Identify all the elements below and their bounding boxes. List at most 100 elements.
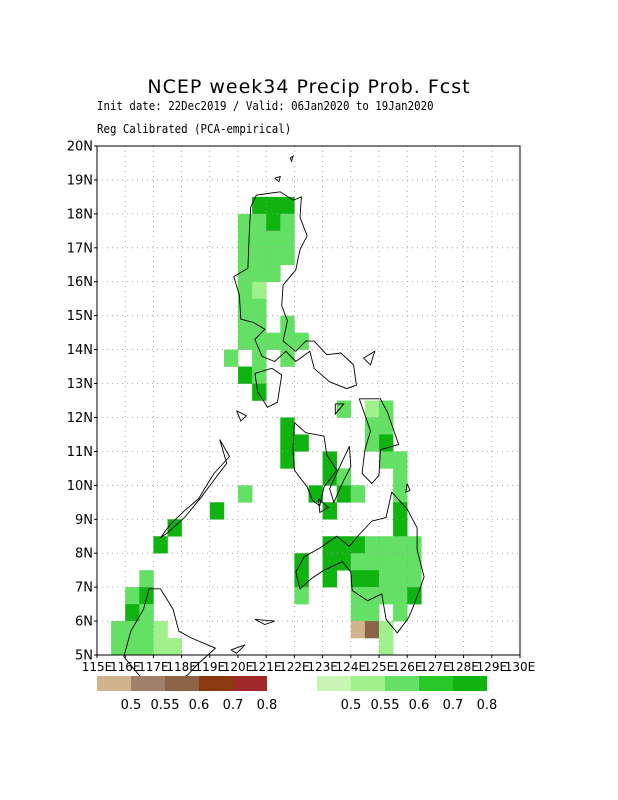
- lon-tick-label: 122E: [279, 660, 310, 674]
- coastline: [295, 491, 425, 634]
- prob-cell: [364, 553, 380, 571]
- prob-cell: [280, 315, 295, 333]
- prob-cell: [280, 196, 295, 215]
- prob-cell: [407, 553, 422, 571]
- dry-legend-label: 0.6: [189, 698, 210, 713]
- coastline: [329, 446, 352, 504]
- prob-cell: [393, 451, 408, 469]
- wet-legend-label: 0.8: [477, 698, 498, 713]
- coastline: [233, 191, 357, 390]
- prob-cell: [393, 468, 408, 486]
- lat-tick-label: 7N: [75, 581, 93, 596]
- prob-cell: [139, 621, 154, 639]
- legend-layer: 0.5 0.55 0.6 0.7 0.8 0.5 0.55 0.6 0.7 0.8: [97, 676, 497, 713]
- coastline: [363, 350, 376, 366]
- prob-cell: [280, 332, 295, 350]
- prob-cell: [280, 451, 295, 469]
- wet-legend-label: 0.55: [371, 698, 400, 713]
- prob-cell: [252, 281, 267, 299]
- prob-cell: [280, 434, 295, 452]
- coastline: [358, 398, 400, 485]
- lon-tick-label: 123E: [307, 660, 338, 674]
- prob-cell: [407, 587, 422, 605]
- wet-legend-swatch: [317, 676, 351, 691]
- dry-legend-swatch: [97, 676, 131, 691]
- wet-legend-swatch: [419, 676, 453, 691]
- lat-tick-label: 15N: [67, 309, 93, 324]
- dry-legend-label: 0.7: [223, 698, 244, 713]
- prob-cell: [223, 349, 239, 367]
- wet-legend-swatch: [385, 676, 419, 691]
- prob-cell: [280, 230, 295, 249]
- prob-cell: [350, 553, 366, 571]
- prob-cell: [364, 536, 380, 554]
- prob-cell: [364, 417, 380, 435]
- lat-tick-label: 19N: [67, 173, 93, 188]
- lat-tick-label: 13N: [67, 377, 93, 392]
- coastline: [289, 155, 294, 163]
- prob-cell: [266, 230, 281, 249]
- prob-cell: [336, 553, 352, 571]
- lat-tick-label: 5N: [75, 649, 93, 664]
- prob-cell: [266, 264, 281, 283]
- lat-tick-label: 8N: [75, 547, 93, 562]
- prob-cell: [238, 213, 253, 232]
- prob-cell: [209, 502, 225, 520]
- prob-cell: [252, 264, 267, 283]
- coastline: [405, 483, 411, 493]
- lon-tick-label: 119E: [195, 660, 226, 674]
- prob-cell: [252, 315, 267, 333]
- dry-legend-label: 0.5: [121, 698, 142, 713]
- prob-cell: [393, 485, 408, 503]
- prob-cell: [350, 536, 366, 554]
- coastline: [230, 644, 246, 654]
- prob-cell: [336, 485, 352, 503]
- prob-cell: [266, 332, 281, 350]
- prob-cell: [280, 247, 295, 266]
- lon-tick-label: 126E: [392, 660, 423, 674]
- prob-cell: [393, 570, 408, 588]
- prob-cell: [266, 213, 281, 232]
- lat-tick-label: 20N: [67, 140, 93, 155]
- prob-cell: [252, 298, 267, 316]
- prob-cell: [379, 621, 394, 639]
- prob-cell: [111, 638, 126, 656]
- subtitle-method: Reg Calibrated (PCA-empirical): [97, 121, 292, 136]
- prob-cell: [139, 638, 154, 656]
- prob-cell: [350, 604, 366, 622]
- lon-tick-label: 121E: [251, 660, 282, 674]
- lat-tick-label: 11N: [67, 445, 93, 460]
- prob-cell: [139, 570, 154, 588]
- lon-tick-label: 118E: [166, 660, 197, 674]
- lat-tick-label: 14N: [67, 343, 93, 358]
- wet-legend-label: 0.7: [443, 698, 464, 713]
- prob-cell: [322, 536, 337, 554]
- prob-cell: [125, 621, 140, 639]
- dry-legend-swatch: [131, 676, 165, 691]
- prob-cell: [280, 213, 295, 232]
- prob-cell: [125, 638, 140, 656]
- lon-tick-label: 116E: [110, 660, 141, 674]
- prob-cell: [294, 332, 309, 350]
- lon-tick-label: 124E: [336, 660, 367, 674]
- prob-cell: [379, 553, 394, 571]
- prob-cell: [407, 570, 422, 588]
- prob-cell: [364, 604, 380, 622]
- coastline-layer: [123, 155, 425, 683]
- prob-cell: [393, 553, 408, 571]
- dry-legend-swatch: [233, 676, 267, 691]
- gridlines-layer: [97, 146, 520, 655]
- prob-cell: [252, 196, 267, 215]
- prob-cell: [294, 587, 309, 605]
- wet-legend-swatch: [351, 676, 385, 691]
- prob-cell: [322, 570, 337, 588]
- wet-legend-swatch: [453, 676, 487, 691]
- prob-cell: [252, 383, 267, 401]
- prob-cell: [350, 621, 366, 639]
- prob-cell: [139, 604, 154, 622]
- lon-tick-label: 130E: [505, 660, 536, 674]
- coastline: [292, 422, 338, 507]
- prob-cell: [336, 536, 352, 554]
- prob-cell: [393, 587, 408, 605]
